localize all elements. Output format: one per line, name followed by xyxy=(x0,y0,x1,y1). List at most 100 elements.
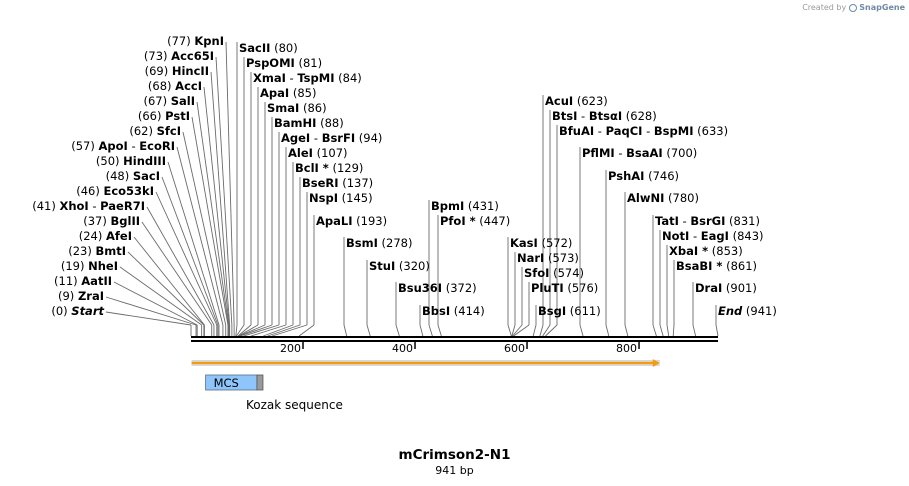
leader-stub-end xyxy=(715,324,719,337)
site-label-agei[interactable]: AgeI - BsrFI (94) xyxy=(281,131,382,145)
site-label-bbsi[interactable]: BbsI (414) xyxy=(422,304,485,318)
leader-saci xyxy=(161,176,219,326)
leader-stub-bsabi xyxy=(672,324,675,337)
site-label-alei[interactable]: AleI (107) xyxy=(288,146,348,160)
leader-stub-apai xyxy=(238,324,259,337)
leader-stub-bfuai xyxy=(545,324,558,337)
site-label-smai[interactable]: SmaI (86) xyxy=(267,101,327,115)
site-label-bsabi[interactable]: BsaBI * (861) xyxy=(676,259,757,273)
site-label-pluti[interactable]: PluTI (576) xyxy=(531,281,598,295)
kozak-feature-box[interactable] xyxy=(256,374,264,391)
dna-backbone xyxy=(191,336,718,342)
leader-stub-bseri xyxy=(267,324,301,337)
leader-stub-pspomi xyxy=(235,324,245,337)
site-label-pspomi[interactable]: PspOMI (81) xyxy=(246,56,322,70)
site-label-bfuai[interactable]: BfuAI - PaqCI - BspMI (633) xyxy=(559,124,728,138)
site-label-tati[interactable]: TatI - BsrGI (831) xyxy=(655,214,760,228)
snapgene-logo-icon xyxy=(848,3,857,12)
leader-sali xyxy=(196,101,229,326)
site-label-bcli[interactable]: BclI * (129) xyxy=(295,161,363,175)
site-label-pshai[interactable]: PshAI (746) xyxy=(608,169,679,183)
leader-stub-bsu36i xyxy=(395,324,400,337)
leader-stub-drai xyxy=(692,324,697,337)
site-label-afei[interactable]: (24) AfeI xyxy=(79,229,132,243)
site-label-acui[interactable]: AcuI (623) xyxy=(545,94,608,108)
site-label-aatii[interactable]: (11) AatII xyxy=(54,274,112,288)
leader-stub-smai xyxy=(238,324,266,337)
leader-stub-sfoi xyxy=(512,324,523,337)
site-label-nari[interactable]: NarI (573) xyxy=(517,251,579,265)
site-label-bamhi[interactable]: BamHI (88) xyxy=(274,116,344,130)
site-label-bseri[interactable]: BseRI (137) xyxy=(302,176,373,190)
site-label-bsmi[interactable]: BsmI (278) xyxy=(346,236,412,250)
leader-zrai xyxy=(105,296,197,326)
site-label-bglii[interactable]: (37) BglII xyxy=(83,214,140,228)
leader-eco53ki xyxy=(155,191,218,326)
site-label-sfci[interactable]: (62) SfcI xyxy=(129,124,181,138)
orf-arrow-head[interactable] xyxy=(652,359,660,367)
leader-xhoi xyxy=(146,206,215,326)
site-label-saci[interactable]: (48) SacI xyxy=(106,169,160,183)
leader-stub-bsgi xyxy=(532,324,537,337)
leader-stub-bpmi xyxy=(428,324,433,337)
kozak-label: Kozak sequence xyxy=(246,398,343,412)
site-label-pfoi[interactable]: PfoI * (447) xyxy=(440,214,510,228)
site-label-bpmi[interactable]: BpmI (431) xyxy=(431,199,499,213)
leader-stub-btsi xyxy=(542,324,551,337)
leader-aatii xyxy=(113,281,198,326)
leader-stub-pfoi xyxy=(437,324,442,337)
site-label-sacii[interactable]: SacII (80) xyxy=(239,41,298,55)
leader-bglii xyxy=(141,221,213,326)
site-label-eco53ki[interactable]: (46) Eco53kI xyxy=(76,184,154,198)
leader-stub-bcli xyxy=(263,324,294,337)
site-label-bsu36i[interactable]: Bsu36I (372) xyxy=(398,281,477,295)
site-label-hindiii[interactable]: (50) HindIII xyxy=(96,154,166,168)
sequence-length: 941 bp xyxy=(435,464,474,477)
site-label-stui[interactable]: StuI (320) xyxy=(369,259,430,273)
site-label-acc65i[interactable]: (73) Acc65I xyxy=(144,49,214,63)
site-label-sali[interactable]: (67) SalI xyxy=(143,94,195,108)
site-label-drai[interactable]: DraI (901) xyxy=(695,281,757,295)
site-label-bmti[interactable]: (23) BmtI xyxy=(68,244,126,258)
site-label-hincii[interactable]: (69) HincII xyxy=(145,64,209,78)
site-label-kpni[interactable]: (77) KpnI xyxy=(167,34,224,48)
site-label-nspi[interactable]: NspI (145) xyxy=(309,191,373,205)
site-label-end[interactable]: End (941) xyxy=(718,304,777,318)
site-label-noti[interactable]: NotI - EagI (843) xyxy=(662,229,764,243)
snapgene-credit: Created by SnapGene xyxy=(802,3,905,12)
axis-tick-label: 600 xyxy=(504,342,525,355)
leader-stub-alei xyxy=(250,324,287,337)
leader-bmti xyxy=(127,251,205,326)
axis-tick-label: 400 xyxy=(392,342,413,355)
site-label-pflmi[interactable]: PflMI - BsaAI (700) xyxy=(582,146,697,160)
site-label-kasi[interactable]: KasI (572) xyxy=(510,236,572,250)
leader-psti xyxy=(191,116,229,326)
site-label-acci[interactable]: (68) AccI xyxy=(148,79,202,93)
leader-stub-pflmi xyxy=(579,324,584,337)
leader-stub-xbai xyxy=(666,324,670,337)
site-label-apoi[interactable]: (57) ApoI - EcoRI xyxy=(71,139,175,153)
site-label-apali[interactable]: ApaLI (193) xyxy=(316,214,387,228)
site-label-apai[interactable]: ApaI (85) xyxy=(260,86,316,100)
site-label-btsi[interactable]: BtsI - BtsαI (628) xyxy=(552,109,657,123)
leader-stub-bamhi xyxy=(240,324,273,337)
site-label-alwni[interactable]: AlwNI (780) xyxy=(627,191,699,205)
leader-acc65i xyxy=(215,56,233,326)
leader-stub-nari xyxy=(511,324,516,337)
site-label-xbai[interactable]: XbaI * (853) xyxy=(669,244,743,258)
site-label-nhei[interactable]: (19) NheI xyxy=(61,259,118,273)
site-label-sfoi[interactable]: SfoI (574) xyxy=(524,266,584,280)
leader-hincii xyxy=(210,71,231,326)
leader-afei xyxy=(133,236,205,326)
site-label-zrai[interactable]: (9) ZraI xyxy=(58,289,104,303)
leader-nhei xyxy=(119,266,202,326)
site-label-xhoi[interactable]: (41) XhoI - PaeR7I xyxy=(32,199,145,213)
leader-sfci xyxy=(182,131,227,326)
site-label-psti[interactable]: (66) PstI xyxy=(138,109,190,123)
credit-prefix: Created by xyxy=(802,3,847,12)
leader-lines xyxy=(105,41,719,337)
site-label-start[interactable]: (0) Start xyxy=(51,304,104,318)
site-label-bsgi[interactable]: BsgI (611) xyxy=(538,304,601,318)
site-label-xmai[interactable]: XmaI - TspMI (84) xyxy=(253,71,362,85)
